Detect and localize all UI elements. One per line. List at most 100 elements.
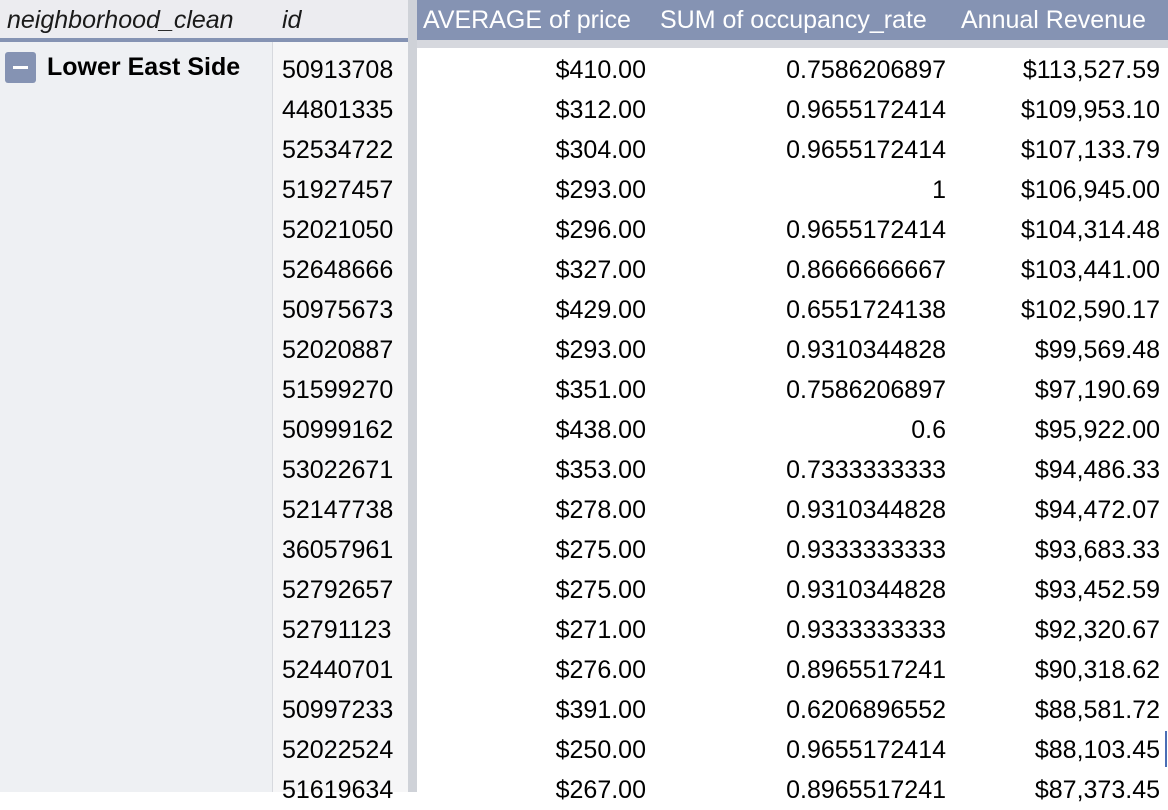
cell-average-price[interactable]: $278.00: [555, 496, 646, 524]
cell-average-price[interactable]: $351.00: [555, 376, 646, 404]
table-row[interactable]: 51927457 $293.00 1 $106,945.00: [0, 170, 1168, 210]
table-row[interactable]: 52792657 $275.00 0.9310344828 $93,452.59: [0, 570, 1168, 610]
cell-id[interactable]: 52440701: [282, 656, 394, 684]
cell-id[interactable]: 52022524: [282, 736, 394, 764]
table-row[interactable]: 53022671 $353.00 0.7333333333 $94,486.33: [0, 450, 1168, 490]
cell-id[interactable]: 50997233: [282, 696, 394, 724]
cell-annual-revenue[interactable]: $107,133.79: [1020, 136, 1160, 164]
collapse-minus-icon[interactable]: [5, 52, 36, 83]
table-row[interactable]: 51599270 $351.00 0.7586206897 $97,190.69: [0, 370, 1168, 410]
table-row[interactable]: 52022524 $250.00 0.9655172414 $88,103.45: [0, 730, 1168, 770]
cell-average-price[interactable]: $275.00: [555, 576, 646, 604]
cell-average-price[interactable]: $327.00: [555, 256, 646, 284]
cell-average-price[interactable]: $293.00: [555, 336, 646, 364]
cell-id[interactable]: 36057961: [282, 536, 394, 564]
cell-average-price[interactable]: $271.00: [555, 616, 646, 644]
cell-id[interactable]: 50975673: [282, 296, 394, 324]
cell-annual-revenue[interactable]: $88,581.72: [1034, 696, 1160, 724]
cell-id[interactable]: 51927457: [282, 176, 394, 204]
table-row[interactable]: 52440701 $276.00 0.8965517241 $90,318.62: [0, 650, 1168, 690]
cell-occupancy[interactable]: 0.9310344828: [786, 496, 946, 524]
cell-average-price[interactable]: $312.00: [555, 96, 646, 124]
table-row[interactable]: 52147738 $278.00 0.9310344828 $94,472.07: [0, 490, 1168, 530]
cell-annual-revenue[interactable]: $109,953.10: [1020, 96, 1160, 124]
cell-annual-revenue[interactable]: $94,486.33: [1034, 456, 1160, 484]
cell-occupancy[interactable]: 0.6: [911, 416, 946, 444]
cell-annual-revenue[interactable]: $93,683.33: [1034, 536, 1160, 564]
cell-annual-revenue[interactable]: $99,569.48: [1034, 336, 1160, 364]
cell-occupancy[interactable]: 0.9655172414: [786, 96, 946, 124]
cell-annual-revenue[interactable]: $104,314.48: [1020, 216, 1160, 244]
cell-id[interactable]: 50999162: [282, 416, 394, 444]
table-row[interactable]: 52648666 $327.00 0.8666666667 $103,441.00: [0, 250, 1168, 290]
cell-annual-revenue[interactable]: $93,452.59: [1034, 576, 1160, 604]
cell-annual-revenue[interactable]: $88,103.45: [1034, 736, 1160, 764]
cell-annual-revenue[interactable]: $102,590.17: [1020, 296, 1160, 324]
cell-average-price[interactable]: $276.00: [555, 656, 646, 684]
table-row[interactable]: 51619634 $267.00 0.8965517241 $87,373.45: [0, 770, 1168, 810]
cell-occupancy[interactable]: 0.9310344828: [786, 576, 946, 604]
cell-occupancy[interactable]: 0.7333333333: [786, 456, 946, 484]
cell-occupancy[interactable]: 1: [932, 176, 946, 204]
cell-id[interactable]: 52147738: [282, 496, 394, 524]
table-row[interactable]: 52020887 $293.00 0.9310344828 $99,569.48: [0, 330, 1168, 370]
cell-average-price[interactable]: $353.00: [555, 456, 646, 484]
cell-average-price[interactable]: $391.00: [555, 696, 646, 724]
table-row[interactable]: 52021050 $296.00 0.9655172414 $104,314.48: [0, 210, 1168, 250]
cell-average-price[interactable]: $429.00: [555, 296, 646, 324]
cell-occupancy[interactable]: 0.9655172414: [786, 736, 946, 764]
header-neighborhood[interactable]: neighborhood_clean: [7, 5, 234, 34]
cell-occupancy[interactable]: 0.9333333333: [786, 616, 946, 644]
cell-occupancy[interactable]: 0.6206896552: [786, 696, 946, 724]
cell-annual-revenue[interactable]: $103,441.00: [1020, 256, 1160, 284]
cell-annual-revenue[interactable]: $92,320.67: [1034, 616, 1160, 644]
table-row[interactable]: 52534722 $304.00 0.9655172414 $107,133.79: [0, 130, 1168, 170]
cell-average-price[interactable]: $304.00: [555, 136, 646, 164]
cell-occupancy[interactable]: 0.9655172414: [786, 216, 946, 244]
header-sum-occupancy[interactable]: SUM of occupancy_rate: [660, 5, 927, 34]
cell-id[interactable]: 53022671: [282, 456, 394, 484]
header-annual-revenue[interactable]: Annual Revenue: [961, 5, 1146, 34]
table-row[interactable]: 52791123 $271.00 0.9333333333 $92,320.67: [0, 610, 1168, 650]
cell-id[interactable]: 52534722: [282, 136, 394, 164]
cell-id[interactable]: 52791123: [282, 616, 392, 644]
table-row[interactable]: 50997233 $391.00 0.6206896552 $88,581.72: [0, 690, 1168, 730]
cell-id[interactable]: 51599270: [282, 376, 394, 404]
header-average-price[interactable]: AVERAGE of price: [423, 5, 631, 34]
header-id[interactable]: id: [282, 5, 302, 34]
table-row[interactable]: 36057961 $275.00 0.9333333333 $93,683.33: [0, 530, 1168, 570]
cell-id[interactable]: 52020887: [282, 336, 394, 364]
cell-annual-revenue[interactable]: $97,190.69: [1034, 376, 1160, 404]
cell-average-price[interactable]: $250.00: [555, 736, 646, 764]
cell-id[interactable]: 51619634: [282, 776, 394, 804]
cell-annual-revenue[interactable]: $87,373.45: [1034, 776, 1160, 804]
cell-id[interactable]: 44801335: [282, 96, 394, 124]
table-row[interactable]: 44801335 $312.00 0.9655172414 $109,953.10: [0, 90, 1168, 130]
cell-occupancy[interactable]: 0.9655172414: [786, 136, 946, 164]
cell-annual-revenue[interactable]: $95,922.00: [1034, 416, 1160, 444]
cell-occupancy[interactable]: 0.8965517241: [786, 656, 946, 684]
cell-id[interactable]: 52021050: [282, 216, 394, 244]
cell-average-price[interactable]: $296.00: [555, 216, 646, 244]
cell-average-price[interactable]: $410.00: [555, 56, 646, 84]
table-row[interactable]: 50913708 $410.00 0.7586206897 $113,527.59: [0, 50, 1168, 90]
cell-occupancy[interactable]: 0.8666666667: [786, 256, 946, 284]
cell-annual-revenue[interactable]: $106,945.00: [1020, 176, 1160, 204]
cell-average-price[interactable]: $275.00: [555, 536, 646, 564]
table-row[interactable]: 50975673 $429.00 0.6551724138 $102,590.17: [0, 290, 1168, 330]
cell-average-price[interactable]: $293.00: [555, 176, 646, 204]
cell-occupancy[interactable]: 0.9333333333: [786, 536, 946, 564]
cell-id[interactable]: 52648666: [282, 256, 394, 284]
cell-id[interactable]: 50913708: [282, 56, 394, 84]
cell-annual-revenue[interactable]: $94,472.07: [1034, 496, 1160, 524]
cell-annual-revenue[interactable]: $113,527.59: [1022, 56, 1160, 84]
cell-occupancy[interactable]: 0.8965517241: [786, 776, 946, 804]
cell-occupancy[interactable]: 0.7586206897: [786, 376, 946, 404]
frozen-pane-divider[interactable]: [408, 0, 417, 792]
cell-occupancy[interactable]: 0.6551724138: [786, 296, 946, 324]
cell-occupancy[interactable]: 0.7586206897: [786, 56, 946, 84]
cell-id[interactable]: 52792657: [282, 576, 394, 604]
cell-average-price[interactable]: $438.00: [555, 416, 646, 444]
table-row[interactable]: 50999162 $438.00 0.6 $95,922.00: [0, 410, 1168, 450]
cell-occupancy[interactable]: 0.9310344828: [786, 336, 946, 364]
